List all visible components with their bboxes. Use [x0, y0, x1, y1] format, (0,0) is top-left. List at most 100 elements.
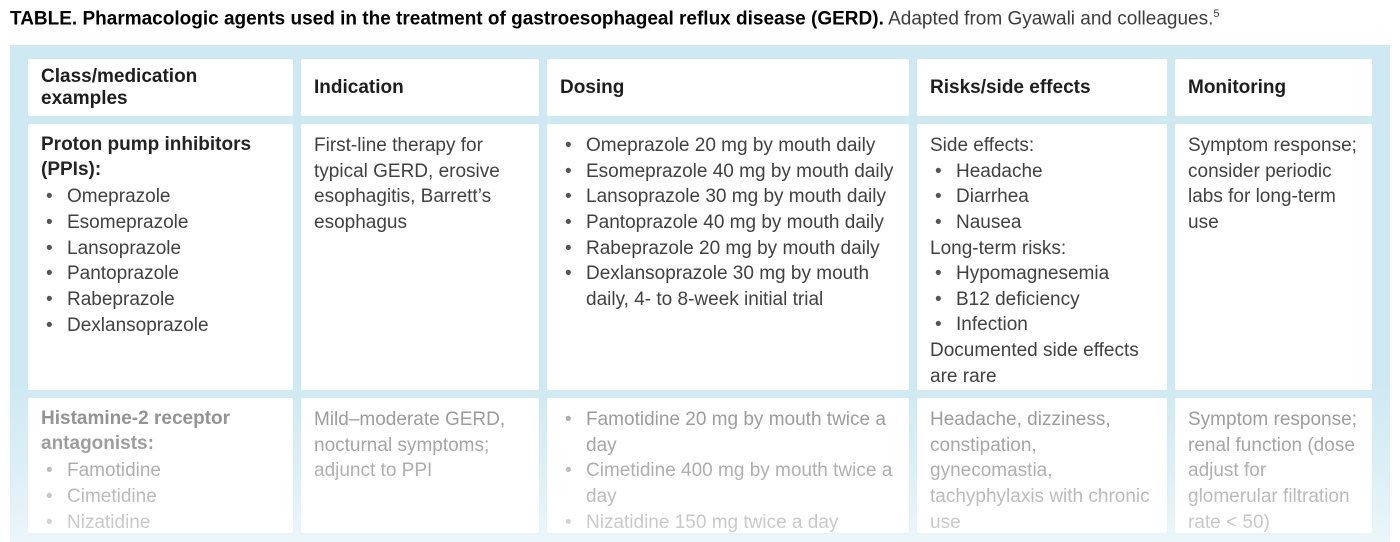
medication-name: Nizatidine — [67, 511, 151, 533]
bullet-icon: • — [935, 314, 942, 336]
header-cell-indication: Indication — [301, 59, 539, 116]
ppi-risks-cell: Side effects: • Headache • Diarrhea • Nause… — [917, 124, 1167, 390]
list-item: • Dexlansoprazole — [41, 313, 281, 339]
ppi-monitoring-cell: Symptom response; consider periodic labs… — [1175, 124, 1372, 390]
bullet-icon: • — [565, 160, 572, 182]
indication-text: First-line therapy for typical GERD, ero… — [314, 135, 500, 233]
list-item: • Esomeprazole 40 mg by mouth daily — [560, 159, 897, 185]
dosing-text: Famotidine 20 mg by mouth twice a day — [586, 409, 886, 456]
list-item: • Cimetidine 400 mg by mouth twice a day — [560, 458, 897, 509]
dosing-text: Esomeprazole 40 mg by mouth daily — [586, 160, 894, 182]
bullet-icon: • — [565, 237, 572, 259]
gerd-medications-table: Class/medication examples Indication Dos… — [10, 45, 1390, 542]
list-item: • Famotidine 20 mg by mouth twice a day — [560, 407, 897, 458]
list-item: • Pantoprazole — [41, 261, 281, 287]
list-item: • Omeprazole 20 mg by mouth daily — [560, 133, 897, 159]
list-item: • Hypomagnesemia — [930, 261, 1155, 287]
bullet-icon: • — [46, 212, 53, 234]
bullet-icon: • — [935, 211, 942, 233]
risk-item: Nausea — [956, 211, 1022, 233]
h2ra-monitoring-cell: Symptom response; renal function (dose a… — [1175, 398, 1372, 533]
ppi-indication-cell: First-line therapy for typical GERD, ero… — [301, 124, 539, 390]
dosing-text: Cimetidine 400 mg by mouth twice a day — [586, 460, 893, 507]
h2ra-indication-cell: Mild–moderate GERD, nocturnal symptoms; … — [301, 398, 539, 533]
list-item: • Nausea — [930, 210, 1155, 236]
h2ra-class-cell: Histamine-2 receptor antagonists: • Famot… — [28, 398, 293, 533]
h2ra-risks-cell: Headache, dizziness, constipation, gynec… — [917, 398, 1167, 533]
bullet-icon: • — [46, 486, 53, 508]
risk-item: Infection — [956, 314, 1028, 336]
bullet-icon: • — [565, 211, 572, 233]
ppi-class-heading: Proton pump inhibitors (PPIs): — [41, 134, 252, 180]
list-item: • Cimetidine — [41, 484, 281, 510]
medication-name: Famotidine — [67, 460, 161, 482]
list-item: • Infection — [930, 312, 1155, 338]
list-item: • Diarrhea — [930, 184, 1155, 210]
bullet-icon: • — [565, 511, 572, 533]
h2ra-dosing-cell: • Famotidine 20 mg by mouth twice a day •… — [547, 398, 909, 533]
monitoring-text: Symptom response; consider periodic labs… — [1188, 135, 1357, 233]
list-item: • Pantoprazole 40 mg by mouth daily — [560, 210, 897, 236]
table-label: TABLE. — [10, 8, 78, 30]
dosing-text: Nizatidine 150 mg twice a day — [586, 511, 839, 533]
risks-subheading: Side effects: — [930, 135, 1035, 156]
bullet-icon: • — [565, 460, 572, 482]
medication-name: Pantoprazole — [67, 263, 179, 285]
risk-item: B12 deficiency — [956, 288, 1080, 310]
medication-name: Omeprazole — [67, 186, 171, 208]
header-cell-dosing: Dosing — [547, 59, 909, 116]
table-grid: Class/medication examples Indication Dos… — [28, 59, 1372, 533]
bullet-icon: • — [935, 160, 942, 182]
list-item: • Rabeprazole 20 mg by mouth daily — [560, 236, 897, 262]
bullet-icon: • — [935, 186, 942, 208]
monitoring-text: Symptom response; renal function (dose a… — [1188, 409, 1357, 533]
dosing-text: Pantoprazole 40 mg by mouth daily — [586, 211, 884, 233]
risks-note: Documented side effects are rare — [930, 340, 1139, 387]
medication-name: Lansoprazole — [67, 237, 182, 259]
medication-name: Rabeprazole — [67, 288, 175, 310]
table-title: TABLE. Pharmacologic agents used in the … — [10, 7, 1390, 32]
dosing-text: Rabeprazole 20 mg by mouth daily — [586, 237, 880, 259]
bullet-icon: • — [46, 314, 53, 336]
list-item: • Headache — [930, 159, 1155, 185]
bullet-icon: • — [46, 263, 53, 285]
bullet-icon: • — [46, 288, 53, 310]
risks-text: Headache, dizziness, constipation, gynec… — [930, 409, 1150, 533]
medication-name: Cimetidine — [67, 486, 157, 508]
bullet-icon: • — [935, 263, 942, 285]
bullet-icon: • — [46, 237, 53, 259]
bullet-icon: • — [46, 460, 53, 482]
ppi-class-cell: Proton pump inhibitors (PPIs): • Omeprazo… — [28, 124, 293, 390]
list-item: • Rabeprazole — [41, 287, 281, 313]
ppi-dosing-cell: • Omeprazole 20 mg by mouth daily • Esomep… — [547, 124, 909, 390]
header-cell-risks: Risks/side effects — [917, 59, 1167, 116]
risk-item: Diarrhea — [956, 186, 1029, 208]
bullet-icon: • — [565, 135, 572, 156]
header-cell-monitoring: Monitoring — [1175, 59, 1372, 116]
dosing-text: Lansoprazole 30 mg by mouth daily — [586, 186, 886, 208]
risk-item: Headache — [956, 160, 1043, 182]
medication-name: Dexlansoprazole — [67, 314, 209, 336]
bullet-icon: • — [935, 288, 942, 310]
bullet-icon: • — [565, 263, 572, 285]
bullet-icon: • — [46, 186, 53, 208]
list-item: • B12 deficiency — [930, 287, 1155, 313]
list-item: • Lansoprazole — [41, 236, 281, 262]
list-item: • Lansoprazole 30 mg by mouth daily — [560, 184, 897, 210]
bullet-icon: • — [565, 186, 572, 208]
footnote-reference: 5 — [1213, 8, 1220, 20]
list-item: • Dexlansoprazole 30 mg by mouth daily, 4… — [560, 261, 897, 312]
h2ra-class-heading: Histamine-2 receptor antagonists: — [41, 408, 231, 454]
dosing-text: Omeprazole 20 mg by mouth daily — [586, 135, 876, 156]
table-title-text: Pharmacologic agents used in the treatme… — [82, 8, 884, 30]
bullet-icon: • — [46, 511, 53, 533]
risk-item: Hypomagnesemia — [956, 263, 1110, 285]
list-item: • Esomeprazole — [41, 210, 281, 236]
list-item: • Nizatidine 150 mg twice a day — [560, 510, 897, 533]
list-item: • Nizatidine — [41, 510, 281, 533]
medication-name: Esomeprazole — [67, 212, 189, 234]
bullet-icon: • — [565, 409, 572, 430]
risks-subheading: Long-term risks: — [930, 237, 1067, 259]
header-cell-class-medication: Class/medication examples — [28, 59, 293, 116]
indication-text: Mild–moderate GERD, nocturnal symptoms; … — [314, 409, 506, 482]
